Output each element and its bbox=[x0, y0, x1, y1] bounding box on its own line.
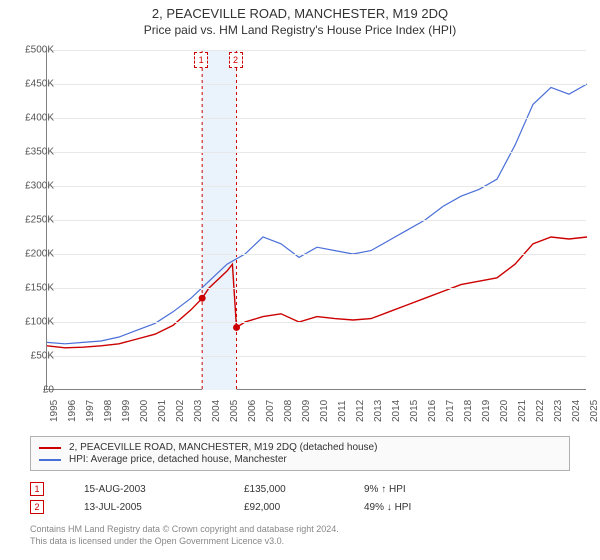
y-tick-label: £50K bbox=[31, 351, 54, 362]
transaction-date: 15-AUG-2003 bbox=[84, 484, 204, 495]
y-tick-label: £450K bbox=[25, 79, 54, 90]
transaction-delta: 49% ↓ HPI bbox=[364, 502, 454, 513]
x-tick-label: 2022 bbox=[535, 400, 546, 422]
footer-line-1: Contains HM Land Registry data © Crown c… bbox=[30, 524, 339, 536]
x-tick-label: 2016 bbox=[427, 400, 438, 422]
legend-swatch-hpi bbox=[39, 459, 61, 461]
chart-marker-badge: 2 bbox=[229, 52, 243, 68]
x-tick-label: 2024 bbox=[571, 400, 582, 422]
x-tick-label: 2002 bbox=[175, 400, 186, 422]
transaction-row: 1 15-AUG-2003 £135,000 9% ↑ HPI bbox=[30, 482, 570, 496]
x-tick-label: 1997 bbox=[85, 400, 96, 422]
legend-label-hpi: HPI: Average price, detached house, Manc… bbox=[69, 454, 287, 465]
chart-area bbox=[46, 50, 586, 390]
legend-item-subject: 2, PEACEVILLE ROAD, MANCHESTER, M19 2DQ … bbox=[39, 442, 561, 453]
chart-title: 2, PEACEVILLE ROAD, MANCHESTER, M19 2DQ bbox=[0, 6, 600, 21]
transaction-badge-2: 2 bbox=[30, 500, 44, 514]
chart-marker-badge: 1 bbox=[194, 52, 208, 68]
x-tick-label: 2013 bbox=[373, 400, 384, 422]
x-tick-label: 1999 bbox=[121, 400, 132, 422]
chart-subtitle: Price paid vs. HM Land Registry's House … bbox=[0, 23, 600, 37]
footer-line-2: This data is licensed under the Open Gov… bbox=[30, 536, 339, 548]
x-tick-label: 2009 bbox=[301, 400, 312, 422]
y-tick-label: £200K bbox=[25, 249, 54, 260]
transaction-price: £135,000 bbox=[244, 484, 324, 495]
x-tick-label: 2007 bbox=[265, 400, 276, 422]
x-tick-label: 2021 bbox=[517, 400, 528, 422]
x-tick-label: 2003 bbox=[193, 400, 204, 422]
footer-text: Contains HM Land Registry data © Crown c… bbox=[30, 524, 339, 547]
y-tick-label: £0 bbox=[43, 385, 54, 396]
x-tick-label: 2020 bbox=[499, 400, 510, 422]
y-tick-label: £350K bbox=[25, 147, 54, 158]
transaction-delta: 9% ↑ HPI bbox=[364, 484, 454, 495]
transaction-date: 13-JUL-2005 bbox=[84, 502, 204, 513]
x-tick-label: 1995 bbox=[49, 400, 60, 422]
x-tick-label: 2010 bbox=[319, 400, 330, 422]
transaction-badge-1: 1 bbox=[30, 482, 44, 496]
y-tick-label: £400K bbox=[25, 113, 54, 124]
x-tick-label: 1996 bbox=[67, 400, 78, 422]
x-tick-label: 2005 bbox=[229, 400, 240, 422]
x-tick-label: 2001 bbox=[157, 400, 168, 422]
legend-item-hpi: HPI: Average price, detached house, Manc… bbox=[39, 454, 561, 465]
legend-label-subject: 2, PEACEVILLE ROAD, MANCHESTER, M19 2DQ … bbox=[69, 442, 377, 453]
x-tick-label: 2012 bbox=[355, 400, 366, 422]
x-tick-label: 1998 bbox=[103, 400, 114, 422]
x-tick-label: 2011 bbox=[337, 400, 348, 422]
x-tick-label: 2014 bbox=[391, 400, 402, 422]
y-tick-label: £250K bbox=[25, 215, 54, 226]
y-tick-label: £100K bbox=[25, 317, 54, 328]
x-tick-label: 2008 bbox=[283, 400, 294, 422]
chart-container: 2, PEACEVILLE ROAD, MANCHESTER, M19 2DQ … bbox=[0, 0, 600, 560]
x-tick-label: 2004 bbox=[211, 400, 222, 422]
x-tick-label: 2000 bbox=[139, 400, 150, 422]
transactions-table: 1 15-AUG-2003 £135,000 9% ↑ HPI 2 13-JUL… bbox=[30, 478, 570, 518]
y-tick-label: £300K bbox=[25, 181, 54, 192]
x-tick-label: 2025 bbox=[589, 400, 600, 422]
legend-swatch-subject bbox=[39, 447, 61, 449]
x-tick-label: 2023 bbox=[553, 400, 564, 422]
x-tick-label: 2019 bbox=[481, 400, 492, 422]
x-tick-label: 2006 bbox=[247, 400, 258, 422]
legend-box: 2, PEACEVILLE ROAD, MANCHESTER, M19 2DQ … bbox=[30, 436, 570, 471]
transaction-price: £92,000 bbox=[244, 502, 324, 513]
title-block: 2, PEACEVILLE ROAD, MANCHESTER, M19 2DQ … bbox=[0, 0, 600, 37]
transaction-row: 2 13-JUL-2005 £92,000 49% ↓ HPI bbox=[30, 500, 570, 514]
x-tick-label: 2018 bbox=[463, 400, 474, 422]
y-tick-label: £500K bbox=[25, 45, 54, 56]
y-tick-label: £150K bbox=[25, 283, 54, 294]
x-tick-label: 2017 bbox=[445, 400, 456, 422]
x-tick-label: 2015 bbox=[409, 400, 420, 422]
